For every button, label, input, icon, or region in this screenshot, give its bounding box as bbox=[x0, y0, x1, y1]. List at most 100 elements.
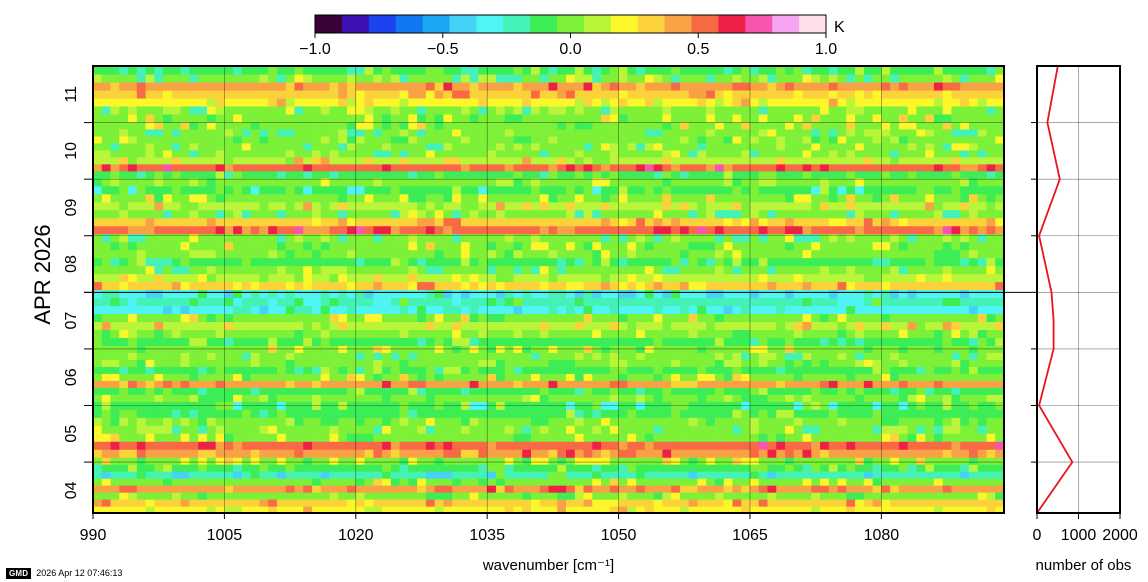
heatmap-cell bbox=[697, 471, 707, 479]
heatmap-cell bbox=[329, 289, 339, 299]
heatmap-cell bbox=[373, 380, 383, 388]
heatmap-cell bbox=[355, 225, 366, 235]
heatmap-cell bbox=[460, 170, 471, 179]
heatmap-cell bbox=[233, 170, 243, 179]
heatmap-cell bbox=[171, 185, 182, 195]
heatmap-cell bbox=[644, 464, 655, 472]
heatmap-cell bbox=[662, 366, 672, 374]
heatmap-cell bbox=[890, 217, 900, 227]
heatmap-cell bbox=[198, 209, 208, 219]
heatmap-cell bbox=[574, 457, 585, 465]
heatmap-cell bbox=[986, 305, 996, 315]
heatmap-cell bbox=[364, 201, 374, 211]
heatmap-cell bbox=[828, 394, 839, 402]
heatmap-cell bbox=[890, 366, 900, 374]
heatmap-cell bbox=[189, 359, 199, 367]
heatmap-cell bbox=[417, 417, 427, 426]
heatmap-cell bbox=[259, 380, 269, 388]
heatmap-cell bbox=[785, 359, 795, 367]
heatmap-cell bbox=[863, 433, 874, 442]
heatmap-cell bbox=[636, 449, 646, 458]
heatmap-cell bbox=[566, 289, 576, 299]
heatmap-cell bbox=[925, 499, 935, 507]
heatmap-cell bbox=[749, 281, 760, 291]
heatmap-cell bbox=[417, 185, 427, 195]
heatmap-cell bbox=[574, 163, 585, 172]
heatmap-cell bbox=[942, 329, 953, 338]
heatmap-cell bbox=[933, 373, 944, 381]
heatmap-cell bbox=[189, 281, 199, 291]
heatmap-cell bbox=[671, 499, 681, 507]
heatmap-cell bbox=[872, 366, 882, 374]
heatmap-cell bbox=[355, 321, 366, 331]
heatmap-cell bbox=[679, 281, 690, 291]
heatmap-cell bbox=[399, 441, 409, 450]
heatmap-cell bbox=[224, 170, 234, 179]
heatmap-cell bbox=[592, 297, 602, 307]
heatmap-cell bbox=[329, 464, 339, 472]
heatmap-cell bbox=[907, 359, 918, 367]
heatmap-cell bbox=[180, 492, 190, 500]
heatmap-cell bbox=[136, 209, 147, 219]
heatmap-cell bbox=[303, 185, 313, 195]
heatmap-cell bbox=[968, 249, 979, 259]
heatmap-cell bbox=[408, 380, 418, 388]
heatmap-cell bbox=[942, 492, 953, 500]
heatmap-cell bbox=[364, 485, 374, 493]
heatmap-cell bbox=[828, 417, 839, 426]
heatmap-cell bbox=[539, 225, 550, 235]
heatmap-cell bbox=[653, 417, 663, 426]
heatmap-cell bbox=[933, 193, 944, 203]
colorbar-swatch bbox=[557, 15, 585, 33]
heatmap-cell bbox=[434, 163, 444, 172]
heatmap-cell bbox=[776, 289, 786, 299]
heatmap-cell bbox=[329, 241, 339, 251]
heatmap-cell bbox=[347, 373, 357, 381]
heatmap-cell bbox=[241, 366, 252, 374]
heatmap-cell bbox=[329, 359, 339, 367]
heatmap-cell bbox=[758, 233, 769, 243]
heatmap-cell bbox=[933, 281, 944, 291]
heatmap-cell bbox=[478, 373, 488, 381]
heatmap-cell bbox=[495, 352, 506, 360]
heatmap-cell bbox=[189, 380, 199, 388]
heatmap-cell bbox=[215, 337, 225, 346]
colorbar-swatch bbox=[718, 15, 746, 33]
heatmap-cell bbox=[767, 352, 777, 360]
colorbar-swatch bbox=[664, 15, 693, 33]
heatmap-cell bbox=[951, 201, 961, 211]
heatmap-cell bbox=[320, 457, 331, 465]
heatmap-cell bbox=[163, 329, 173, 338]
heatmap-cell bbox=[574, 249, 585, 259]
heatmap-cell bbox=[679, 265, 690, 275]
heatmap-cell bbox=[224, 478, 234, 486]
heatmap-cell bbox=[811, 233, 821, 243]
heatmap-cell bbox=[364, 329, 374, 338]
heatmap-cell bbox=[495, 417, 506, 426]
heatmap-cell bbox=[758, 359, 769, 367]
heatmap-cell bbox=[820, 217, 830, 227]
heatmap-cell bbox=[390, 163, 401, 172]
heatmap-cell bbox=[697, 366, 707, 374]
heatmap-cell bbox=[951, 249, 961, 259]
heatmap-cell bbox=[487, 265, 497, 275]
heatmap-cell bbox=[206, 289, 217, 299]
heatmap-cell bbox=[276, 387, 287, 395]
heatmap-cell bbox=[320, 249, 331, 259]
heatmap-cell bbox=[294, 441, 304, 450]
heatmap-cell bbox=[811, 478, 821, 486]
heatmap-cell bbox=[636, 177, 646, 187]
heatmap-cell bbox=[329, 471, 339, 479]
heatmap-cell bbox=[960, 163, 970, 172]
heatmap-cell bbox=[250, 313, 261, 323]
heatmap-cell bbox=[942, 337, 953, 346]
heatmap-cell bbox=[776, 217, 786, 227]
heatmap-cell bbox=[504, 506, 515, 513]
heatmap-cell bbox=[583, 321, 593, 331]
heatmap-cell bbox=[732, 329, 742, 338]
heatmap-cell bbox=[592, 394, 602, 402]
heatmap-cell bbox=[933, 499, 944, 507]
heatmap-cell bbox=[960, 321, 970, 331]
heatmap-cell bbox=[609, 394, 620, 402]
heatmap-cell bbox=[574, 177, 585, 187]
